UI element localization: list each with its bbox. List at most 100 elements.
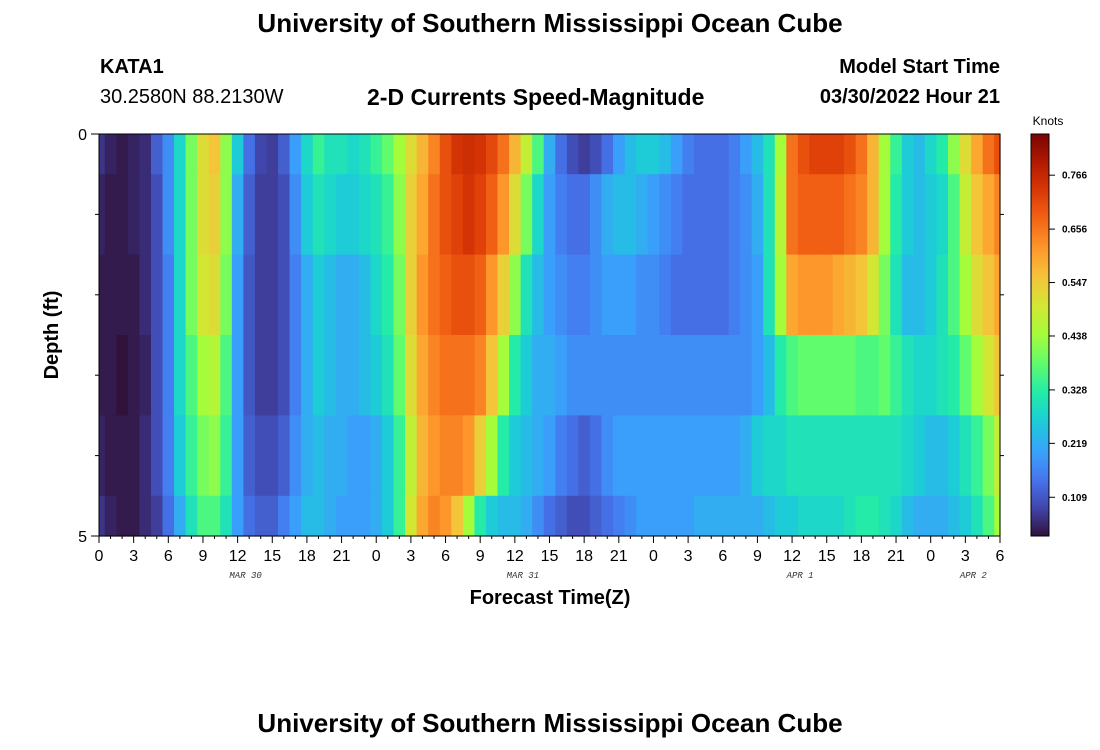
heatmap-cell xyxy=(370,415,383,497)
heatmap-cell xyxy=(393,254,406,336)
x-tick-label: 21 xyxy=(610,548,628,565)
heatmap-cell xyxy=(693,335,707,416)
heatmap-cell xyxy=(220,134,233,175)
heatmap-cell xyxy=(716,174,730,256)
heatmap-cell xyxy=(890,415,903,497)
heatmap-cell xyxy=(797,134,810,175)
heatmap-cell xyxy=(809,134,822,175)
heatmap-cell xyxy=(278,495,291,537)
heatmap-cell xyxy=(220,174,233,256)
heatmap-cell xyxy=(243,134,256,175)
heatmap-cell xyxy=(382,495,395,537)
heatmap-cell xyxy=(358,134,372,175)
heatmap-cell xyxy=(335,415,348,497)
heatmap-cell xyxy=(266,134,279,175)
heatmap-cell xyxy=(127,134,141,175)
heatmap-cell xyxy=(104,134,117,175)
heatmap-cell xyxy=(139,495,152,537)
heatmap-cell xyxy=(786,254,799,336)
heatmap-cell xyxy=(844,495,857,537)
heatmap-cell xyxy=(728,174,741,256)
heatmap-cell xyxy=(127,495,141,537)
heatmap-cell xyxy=(185,495,198,537)
heatmap-cell xyxy=(820,254,834,336)
heatmap-cell xyxy=(670,495,683,537)
heatmap-cell xyxy=(324,495,337,537)
heatmap-cell xyxy=(555,415,568,497)
heatmap-cell xyxy=(763,415,776,497)
x-tick-label: 18 xyxy=(852,548,870,565)
heatmap-cell xyxy=(797,495,810,537)
x-tick-label: 15 xyxy=(263,548,281,565)
heatmap-cell xyxy=(289,134,302,175)
heatmap-cell xyxy=(497,134,510,175)
heatmap-cell xyxy=(104,335,117,416)
heatmap-cell xyxy=(185,254,198,336)
heatmap-cell xyxy=(428,254,441,336)
heatmap-cell xyxy=(497,254,510,336)
heatmap-cell xyxy=(901,174,914,256)
heatmap-cell xyxy=(740,495,753,537)
heatmap-cell xyxy=(439,254,452,336)
heatmap-cell xyxy=(844,335,857,416)
x-tick-label: 9 xyxy=(199,548,208,565)
heatmap-cell xyxy=(971,415,984,497)
heatmap-cell xyxy=(820,174,834,256)
heatmap-cell xyxy=(520,254,533,336)
heatmap-cell xyxy=(901,335,914,416)
heatmap-cell xyxy=(578,415,591,497)
heatmap-cell xyxy=(439,415,452,497)
x-tick-label: 15 xyxy=(541,548,559,565)
colorbar-tick-label: 0.766 xyxy=(1062,171,1087,182)
date-label: MAR 30 xyxy=(229,571,262,581)
heatmap-cell xyxy=(278,335,291,416)
heatmap-cell xyxy=(416,174,429,256)
heatmap-cell xyxy=(913,495,926,537)
x-axis-label: Forecast Time(Z) xyxy=(470,587,631,609)
heatmap-cell xyxy=(751,134,764,175)
heatmap-cell xyxy=(809,254,822,336)
x-tick-label: 12 xyxy=(783,548,801,565)
heatmap-cell xyxy=(786,415,799,497)
heatmap-cell xyxy=(335,134,348,175)
heatmap-cell xyxy=(99,415,106,497)
heatmap-cell xyxy=(740,254,753,336)
heatmap-cell xyxy=(301,254,314,336)
heatmap-cell xyxy=(716,335,730,416)
heatmap-cell xyxy=(867,335,880,416)
heatmap-cell xyxy=(890,495,903,537)
heatmap-cell xyxy=(878,415,891,497)
heatmap-cell xyxy=(740,335,753,416)
heatmap-cell xyxy=(150,174,164,256)
heatmap-cell xyxy=(797,254,810,336)
heatmap-cell xyxy=(809,415,822,497)
x-tick-label: 0 xyxy=(926,548,935,565)
heatmap-cell xyxy=(416,495,429,537)
heatmap-cell xyxy=(578,335,591,416)
heatmap-cell xyxy=(231,415,244,497)
heatmap-cell xyxy=(162,134,175,175)
heatmap-cell xyxy=(347,254,360,336)
x-tick-label: 3 xyxy=(129,548,138,565)
heatmap-cell xyxy=(855,254,868,336)
heatmap-cell xyxy=(601,134,614,175)
x-tick-label: 9 xyxy=(476,548,485,565)
heatmap-cell xyxy=(543,415,556,497)
heatmap-cell xyxy=(924,335,938,416)
heatmap-cell xyxy=(150,495,164,537)
colorbar-tick-label: 0.438 xyxy=(1062,331,1087,342)
heatmap-cell xyxy=(301,415,314,497)
heatmap-cell xyxy=(358,415,372,497)
heatmap-cell xyxy=(589,254,603,336)
heatmap-cell xyxy=(335,174,348,256)
heatmap-cell xyxy=(197,335,210,416)
heatmap-cell xyxy=(763,495,776,537)
heatmap-cell xyxy=(832,134,845,175)
heatmap-cell xyxy=(763,254,776,336)
heatmap-cell xyxy=(509,495,522,537)
heatmap-cell xyxy=(266,415,279,497)
heatmap-cell xyxy=(624,254,637,336)
heatmap-cell xyxy=(982,254,995,336)
heatmap-cell xyxy=(99,254,106,336)
heatmap-cell xyxy=(901,415,914,497)
